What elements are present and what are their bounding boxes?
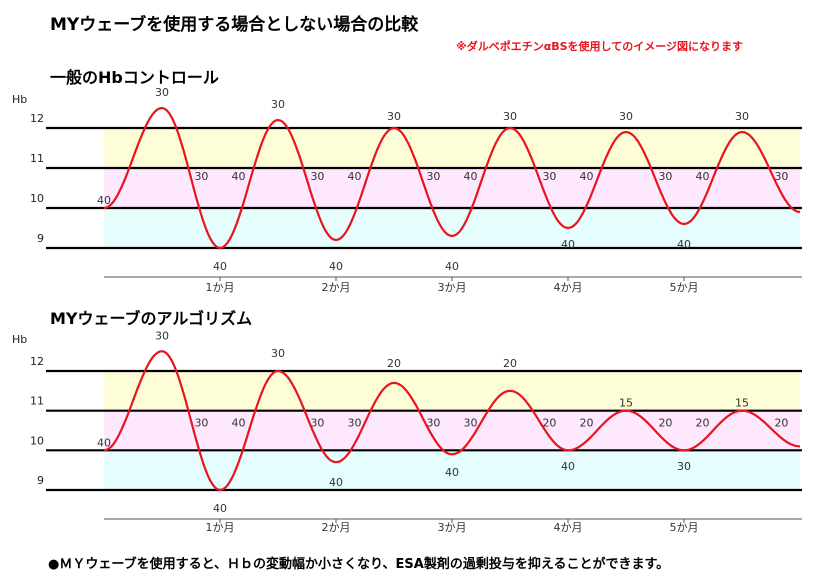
image-note: ※ダルベポエチンαBSを使用してのイメージ図になります [456,40,744,53]
dose-label: 30 [619,110,633,123]
dose-label: 20 [503,357,517,370]
hb-band-10-11 [104,168,800,208]
hb-band-10-11 [104,410,800,451]
dose-label: 30 [542,170,556,183]
dose-label: 30 [464,417,478,430]
dose-label: 30 [271,347,285,360]
x-tick-label: 1か月 [206,281,235,294]
dose-label: 40 [213,502,227,515]
dose-label: 30 [658,170,672,183]
dose-label: 30 [503,110,517,123]
dose-label: 30 [677,460,691,473]
dose-label: 15 [619,397,633,410]
dose-label: 40 [232,170,246,183]
dose-label: 40 [696,170,710,183]
hb-band-9-10 [104,208,800,248]
page-title: MYウェーブを使用する場合としない場合の比較 [50,15,419,35]
dose-label: 40 [561,460,575,473]
y-tick-label: 10 [30,434,44,447]
dose-label: 30 [426,170,440,183]
chart-2-title: MYウェーブのアルゴリズム [50,309,253,328]
dose-label: 40 [445,466,459,479]
dose-label: 30 [155,329,169,342]
dose-label: 40 [445,260,459,273]
x-tick-label: 2か月 [322,521,351,534]
dose-label: 30 [155,86,169,99]
x-tick-label: 5か月 [670,521,699,534]
footer-note: ●ＭＹウェーブを使用すると、Ｈｂの変動幅か小さくなり、ESA製剤の過剰投与を抑え… [48,557,670,572]
dose-label: 20 [658,417,672,430]
chart-1-title: 一般のHbコントロール [50,68,219,87]
dose-label: 40 [677,238,691,251]
x-tick-label: 4か月 [554,281,583,294]
dose-label: 30 [348,417,362,430]
dose-label: 30 [194,170,208,183]
dose-label: 40 [213,260,227,273]
dose-label: 40 [580,170,594,183]
dose-label: 40 [329,260,343,273]
y-tick-label: 10 [30,192,44,205]
x-tick-label: 3か月 [438,281,467,294]
dose-label: 40 [97,194,111,207]
hb-band-11-12 [104,371,800,411]
x-tick-label: 1か月 [206,521,235,534]
y-tick-label: 9 [37,232,44,245]
y-tick-label: 12 [30,112,44,125]
dose-label: 40 [232,417,246,430]
dose-label: 20 [580,417,594,430]
dose-label: 30 [387,110,401,123]
y-tick-label: 9 [37,474,44,487]
dose-label: 40 [464,170,478,183]
hb-curve-series [103,350,801,492]
dose-label: 20 [542,417,556,430]
dose-label: 30 [271,98,285,111]
dose-label: 20 [696,417,710,430]
dose-label: 40 [329,476,343,489]
x-tick-label: 3か月 [438,521,467,534]
dose-label: 30 [310,170,324,183]
y-axis-label: Hb [12,333,27,346]
y-tick-label: 12 [30,355,44,368]
hb-band-9-10 [104,450,800,490]
y-tick-label: 11 [30,395,44,408]
dose-label: 30 [774,170,788,183]
dose-label: 40 [348,170,362,183]
x-tick-label: 2か月 [322,281,351,294]
dose-label: 30 [426,417,440,430]
dose-label: 15 [735,397,749,410]
dose-label: 20 [774,417,788,430]
hb-band-11-12 [104,128,800,168]
hb-curve-series [103,106,801,250]
x-tick-label: 5か月 [670,281,699,294]
y-axis-label: Hb [12,93,27,106]
dose-label: 40 [97,436,111,449]
y-tick-label: 11 [30,152,44,165]
dose-label: 30 [194,417,208,430]
dose-label: 20 [387,357,401,370]
dose-label: 40 [561,238,575,251]
dose-label: 30 [735,110,749,123]
dose-label: 30 [310,417,324,430]
x-tick-label: 4か月 [554,521,583,534]
